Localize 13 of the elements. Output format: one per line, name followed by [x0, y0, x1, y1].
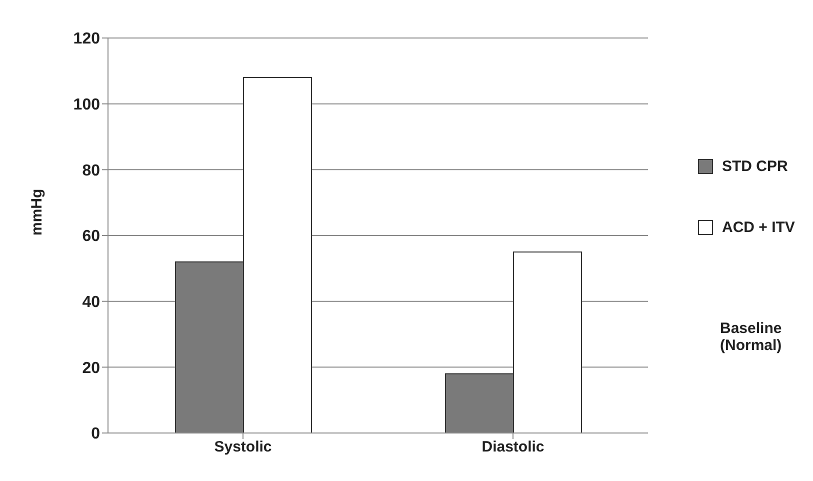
y-tick-label: 40: [82, 294, 100, 312]
x-tick-label: Diastolic: [482, 438, 544, 456]
legend-label: ACD + ITV: [722, 219, 795, 236]
y-tick-label: 0: [91, 426, 100, 443]
y-tick-label: 120: [73, 30, 100, 48]
y-tick-label: 100: [73, 96, 100, 114]
legend-label: STD CPR: [722, 158, 788, 175]
text: Baseline (Normal): [720, 320, 783, 354]
x-tick-label: Systolic: [214, 438, 272, 456]
y-tick-label: 20: [82, 360, 100, 377]
y-tick-label: 60: [82, 228, 100, 246]
y-tick-label: 80: [82, 162, 100, 180]
y-axis-title: mmHg: [28, 188, 46, 236]
